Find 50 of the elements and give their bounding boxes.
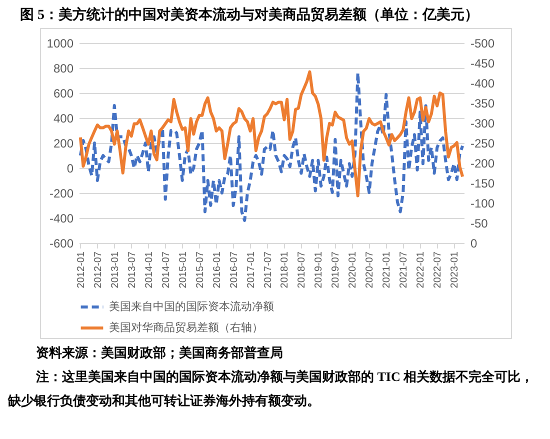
x-tick-label: 2021-01 (382, 251, 393, 288)
text: 资料来源：美国财政部；美国商务部普查局 (35, 344, 284, 362)
x-tick-label: 2012-01 (76, 251, 87, 288)
x-tick-label: 2013-01 (110, 251, 121, 288)
y2-tick-label: 0 (470, 236, 478, 250)
legend-label: 美国对华商品贸易差额（右轴） (109, 321, 263, 334)
text: 注：这里美国来自中国的国际资本流动净额与美国财政部的 TIC 相关数据不完全可比，缺少银行负债变动和其他可转让证券海外持有额变动。 (6, 368, 535, 410)
x-tick-label: 2015-01 (178, 251, 189, 288)
y2-tick-label: -150 (470, 176, 495, 190)
y2-tick-label: -100 (470, 196, 495, 210)
x-tick-label: 2014-01 (144, 251, 155, 288)
y-tick-label: 600 (53, 86, 74, 100)
x-tick-label: 2020-01 (348, 251, 359, 288)
y-tick-label: -400 (49, 212, 74, 226)
y2-tick-label: -250 (470, 136, 495, 150)
y-tick-label: 400 (53, 112, 74, 126)
x-tick-label: 2016-07 (228, 251, 240, 288)
x-tick-label: 2012-07 (92, 251, 104, 288)
y-tick-label: 200 (53, 136, 74, 150)
x-tick-label: 2016-01 (212, 251, 223, 288)
x-tick-label: 2014-07 (160, 251, 172, 288)
x-tick-label: 2018-01 (280, 251, 291, 288)
y-tick-label: -600 (49, 236, 74, 250)
line-series (78, 72, 464, 222)
x-tick-label: 2022-07 (432, 251, 444, 288)
y2-tick-label: -200 (470, 156, 495, 170)
chart-title: 图 5：美方统计的中国对美资本流动与对美商品贸易差额（单位：亿美元） (19, 6, 480, 25)
x-tick-label: 2021-07 (398, 251, 410, 288)
x-tick-label: 2015-07 (194, 251, 206, 288)
y-tick-label: 800 (53, 62, 74, 76)
y2-tick-label: -400 (470, 76, 495, 90)
x-tick-label: 2013-07 (126, 251, 138, 288)
y-tick-label: -200 (49, 186, 74, 200)
y2-tick-label: -450 (470, 56, 495, 70)
x-tick-label: 2018-07 (296, 251, 308, 288)
y-tick-label: 0 (66, 162, 74, 176)
y2-tick-label: -300 (470, 116, 495, 130)
x-tick-label: 2023-01 (450, 251, 461, 288)
y2-tick-label: -500 (470, 36, 495, 50)
x-tick-label: 2019-01 (314, 251, 325, 288)
line-series (78, 70, 464, 198)
x-tick-label: 2017-07 (262, 251, 274, 288)
x-tick-label: 2017-01 (246, 251, 257, 288)
y2-tick-label: -50 (470, 216, 488, 230)
x-tick-label: 2022-01 (416, 251, 427, 288)
y2-tick-label: -350 (470, 96, 495, 110)
x-tick-label: 2019-07 (330, 251, 342, 288)
legend-label: 美国来自中国的国际资本流动净额 (109, 300, 274, 313)
y-tick-label: 1000 (46, 36, 74, 50)
x-tick-label: 2020-07 (364, 251, 376, 288)
